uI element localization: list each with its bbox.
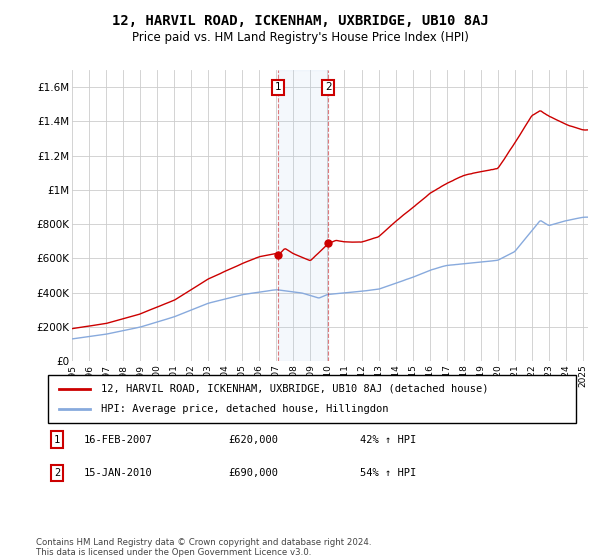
FancyBboxPatch shape: [48, 375, 576, 423]
Text: 2: 2: [325, 82, 331, 92]
Text: 42% ↑ HPI: 42% ↑ HPI: [360, 435, 416, 445]
Text: 12, HARVIL ROAD, ICKENHAM, UXBRIDGE, UB10 8AJ (detached house): 12, HARVIL ROAD, ICKENHAM, UXBRIDGE, UB1…: [101, 384, 488, 394]
Text: 1: 1: [275, 82, 282, 92]
Text: 2: 2: [54, 468, 60, 478]
Text: 12, HARVIL ROAD, ICKENHAM, UXBRIDGE, UB10 8AJ: 12, HARVIL ROAD, ICKENHAM, UXBRIDGE, UB1…: [112, 14, 488, 28]
Text: Contains HM Land Registry data © Crown copyright and database right 2024.
This d: Contains HM Land Registry data © Crown c…: [36, 538, 371, 557]
Text: 1: 1: [54, 435, 60, 445]
Text: £620,000: £620,000: [228, 435, 278, 445]
Text: 54% ↑ HPI: 54% ↑ HPI: [360, 468, 416, 478]
Text: 16-FEB-2007: 16-FEB-2007: [84, 435, 153, 445]
Text: HPI: Average price, detached house, Hillingdon: HPI: Average price, detached house, Hill…: [101, 404, 388, 414]
Text: 15-JAN-2010: 15-JAN-2010: [84, 468, 153, 478]
Text: Price paid vs. HM Land Registry's House Price Index (HPI): Price paid vs. HM Land Registry's House …: [131, 31, 469, 44]
Text: £690,000: £690,000: [228, 468, 278, 478]
Bar: [278, 70, 328, 361]
